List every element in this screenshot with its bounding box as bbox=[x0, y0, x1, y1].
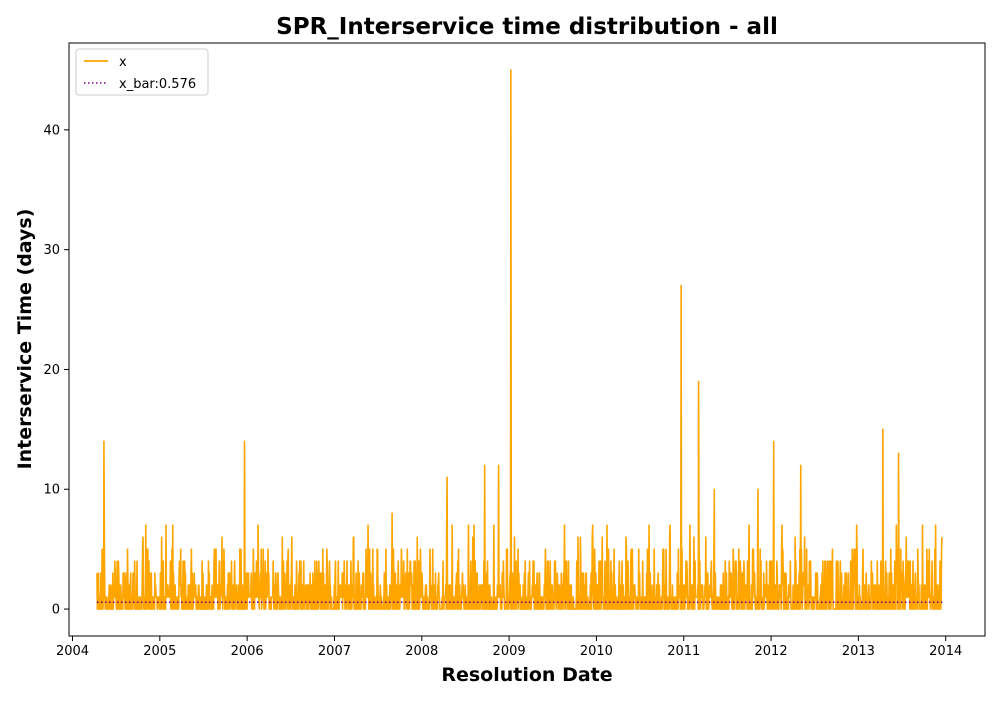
legend-box bbox=[75, 48, 209, 96]
x-axis-label: Resolution Date bbox=[441, 664, 612, 686]
chart-title: SPR_Interservice time distribution - all bbox=[276, 14, 778, 40]
y-tick-label: 10 bbox=[43, 483, 60, 498]
series-line-x bbox=[96, 69, 943, 610]
legend-label-x-bar: x_bar:0.576 bbox=[119, 77, 196, 92]
y-tick-label: 30 bbox=[43, 243, 60, 258]
x-tick-label: 2010 bbox=[580, 644, 613, 659]
x-tick-label: 2012 bbox=[755, 644, 788, 659]
x-tick-label: 2014 bbox=[929, 644, 962, 659]
y-tick-label: 20 bbox=[43, 363, 60, 378]
x-tick-label: 2008 bbox=[405, 644, 438, 659]
x-tick-label: 2004 bbox=[56, 644, 89, 659]
x-tick-label: 2013 bbox=[842, 644, 875, 659]
x-tick-label: 2007 bbox=[318, 644, 351, 659]
x-tick-label: 2005 bbox=[143, 644, 176, 659]
x-tick-label: 2006 bbox=[231, 644, 264, 659]
axes-layer: 2004 2005 2006 2007 2008 2009 2010 2011 2012 2013… bbox=[43, 42, 986, 659]
x-tick-label: 2011 bbox=[667, 644, 700, 659]
y-tick-label: 40 bbox=[43, 123, 60, 138]
y-axis-label: Interservice Time (days) bbox=[14, 209, 36, 470]
x-tick-label: 2009 bbox=[493, 644, 526, 659]
plot-frame bbox=[68, 42, 986, 637]
legend: x x_bar:0.576 bbox=[75, 48, 209, 96]
legend-label-x: x bbox=[119, 55, 127, 70]
series-layer bbox=[96, 69, 943, 610]
y-tick-label: 0 bbox=[52, 603, 60, 618]
